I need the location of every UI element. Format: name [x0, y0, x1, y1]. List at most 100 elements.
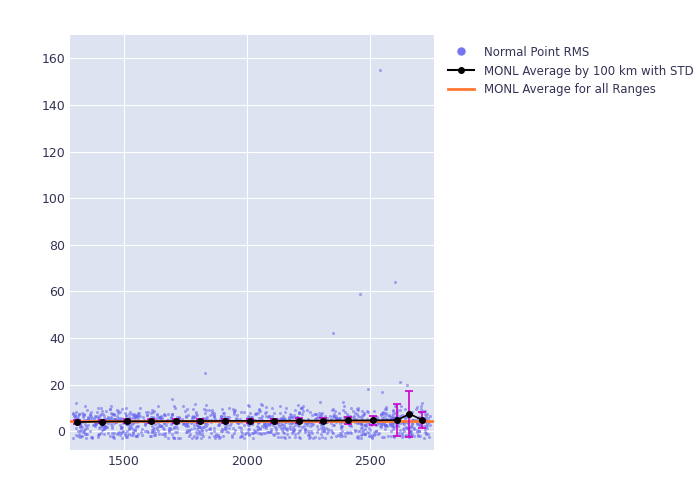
Point: [348, 412, 359, 420]
Point: [214, 416, 225, 424]
Point: [316, 409, 328, 417]
Point: [344, 413, 356, 421]
Point: [195, 423, 206, 431]
Point: [155, 412, 167, 420]
Point: [213, 422, 224, 430]
Point: [254, 407, 265, 415]
Point: [298, 402, 309, 410]
Point: [115, 430, 126, 438]
Point: [304, 408, 316, 416]
Point: [351, 433, 363, 441]
Point: [182, 426, 193, 434]
Point: [296, 410, 307, 418]
Point: [216, 405, 228, 413]
Point: [420, 416, 431, 424]
Point: [155, 413, 166, 421]
Point: [187, 404, 198, 412]
Point: [288, 423, 299, 431]
Point: [94, 424, 106, 432]
Point: [363, 408, 374, 416]
Point: [320, 434, 331, 442]
Point: [394, 378, 405, 386]
Point: [394, 426, 405, 434]
Point: [82, 417, 93, 425]
Point: [415, 406, 426, 413]
Point: [377, 416, 388, 424]
Point: [199, 410, 211, 418]
Point: [391, 402, 402, 410]
Point: [302, 416, 314, 424]
Point: [288, 418, 299, 426]
Point: [158, 418, 169, 426]
Point: [97, 426, 108, 434]
Point: [191, 425, 202, 433]
Point: [407, 418, 418, 426]
Point: [280, 416, 291, 424]
Point: [275, 433, 286, 441]
Point: [209, 424, 220, 432]
Point: [224, 421, 235, 429]
Point: [172, 416, 183, 424]
Point: [158, 410, 169, 418]
Point: [279, 417, 290, 425]
Point: [232, 418, 243, 426]
Point: [257, 422, 268, 430]
Point: [296, 404, 307, 411]
Point: [326, 406, 337, 413]
Point: [186, 414, 197, 422]
Point: [222, 420, 233, 428]
Point: [271, 420, 282, 428]
Point: [190, 428, 201, 436]
Point: [364, 424, 375, 432]
Point: [400, 424, 412, 432]
Point: [330, 432, 342, 440]
Point: [297, 423, 308, 431]
Point: [188, 424, 199, 432]
Point: [260, 424, 272, 432]
Point: [90, 419, 101, 427]
Point: [251, 422, 262, 430]
Point: [90, 420, 101, 428]
Point: [279, 418, 290, 426]
Point: [377, 408, 388, 416]
Point: [351, 419, 363, 427]
Point: [237, 432, 248, 440]
Point: [129, 412, 140, 420]
Point: [257, 416, 268, 424]
Point: [382, 432, 393, 440]
Point: [239, 430, 251, 438]
Point: [186, 417, 197, 425]
Point: [78, 411, 89, 419]
Point: [260, 408, 272, 416]
Point: [249, 416, 260, 424]
Point: [116, 429, 127, 437]
Point: [336, 418, 347, 426]
Point: [400, 418, 412, 426]
Point: [274, 402, 286, 409]
Point: [216, 412, 227, 420]
Point: [186, 419, 197, 427]
Point: [326, 428, 337, 436]
Point: [260, 422, 272, 430]
Point: [187, 418, 198, 426]
Point: [302, 414, 314, 422]
Point: [195, 414, 206, 422]
Point: [401, 412, 412, 420]
Point: [169, 404, 181, 412]
Point: [186, 434, 197, 442]
Point: [253, 423, 264, 431]
Point: [220, 424, 232, 432]
Point: [412, 426, 423, 434]
Point: [134, 404, 146, 411]
Point: [246, 420, 258, 428]
Point: [249, 410, 260, 418]
Point: [350, 426, 361, 434]
Point: [414, 427, 425, 435]
Point: [271, 429, 282, 437]
Point: [399, 424, 410, 432]
Point: [124, 430, 135, 438]
Point: [244, 421, 255, 429]
Point: [288, 427, 299, 435]
Point: [228, 408, 239, 416]
Point: [304, 432, 315, 440]
